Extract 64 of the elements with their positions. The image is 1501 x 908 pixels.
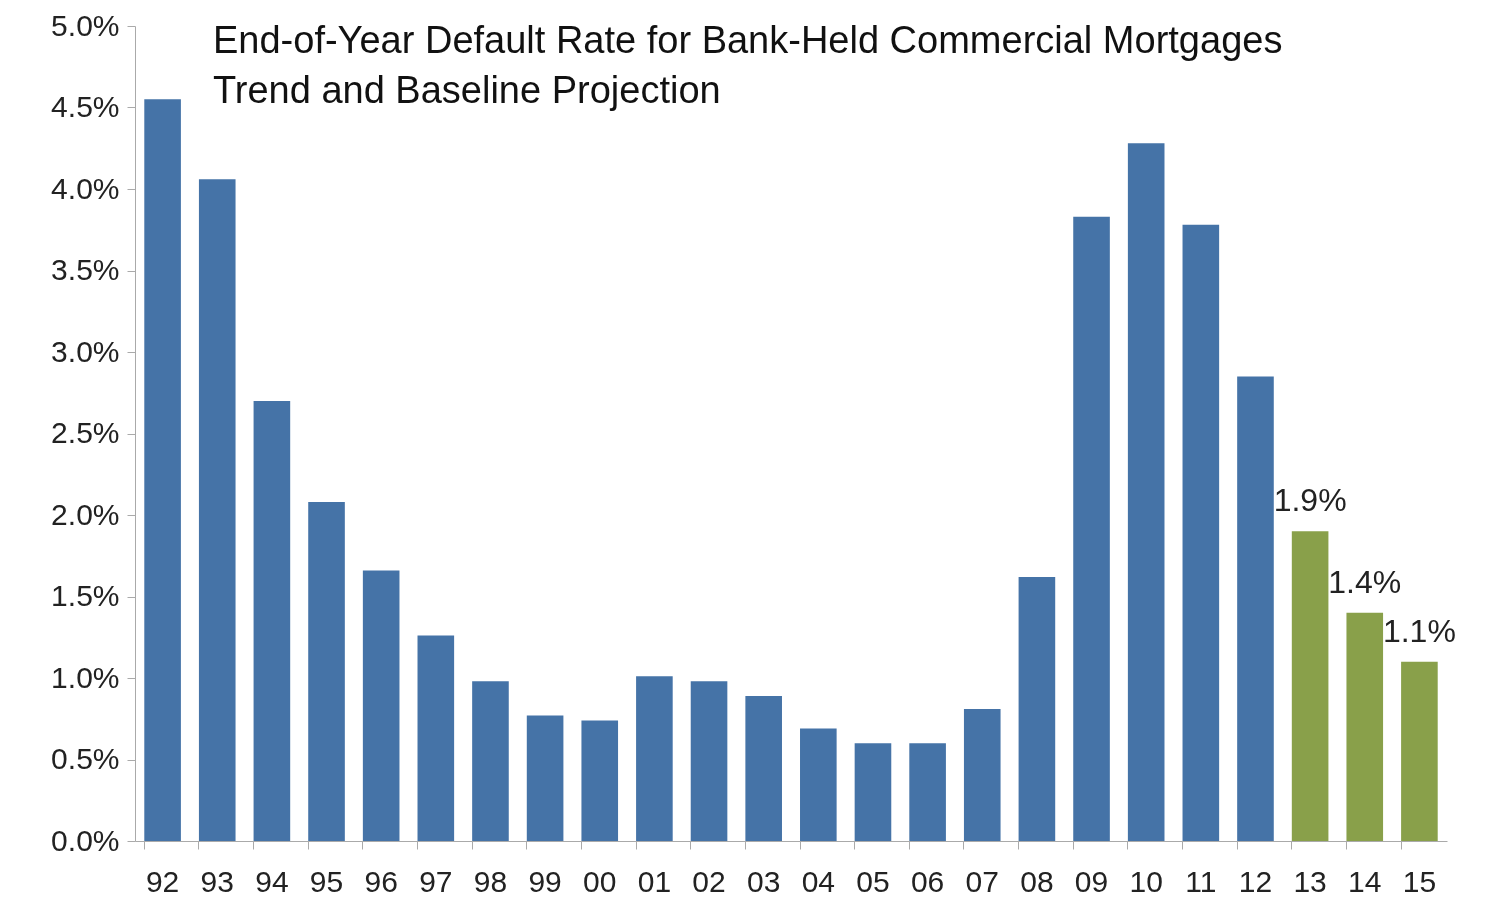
- bar: [308, 501, 345, 841]
- x-tick-label: 02: [692, 864, 726, 898]
- y-tick-label: 2.5%: [51, 416, 120, 449]
- x-tick-label: 11: [1185, 864, 1217, 898]
- bar: [144, 99, 181, 841]
- x-tick-label: 06: [910, 864, 945, 898]
- bar: [1018, 576, 1056, 841]
- x-tick-label: 92: [145, 864, 180, 898]
- x-tick-label: 00: [583, 864, 617, 898]
- bar: [745, 695, 782, 841]
- bar: [690, 681, 728, 841]
- y-tick-label: 0.0%: [51, 823, 120, 857]
- x-tick-label: 12: [1238, 864, 1273, 898]
- data-label: 1.1%: [1382, 612, 1456, 649]
- x-tick-label: 04: [801, 864, 836, 898]
- bar: [909, 743, 946, 841]
- bar: [198, 179, 236, 841]
- bar: [417, 635, 455, 841]
- x-tick-label: 01: [637, 864, 672, 898]
- x-tick-label: 99: [528, 864, 562, 898]
- bar: [1182, 224, 1220, 841]
- x-tick-label: 93: [200, 864, 234, 898]
- y-tick-label: 4.5%: [51, 90, 120, 123]
- text: Trend and Baseline Projection: [213, 69, 721, 111]
- bar: [581, 720, 619, 841]
- x-tick-label: 13: [1293, 864, 1327, 898]
- y-tick-label: 2.0%: [51, 497, 120, 531]
- bar: [1237, 376, 1274, 841]
- bar: [526, 715, 564, 841]
- x-tick-label: 97: [419, 864, 453, 898]
- y-tick-label: 4.0%: [51, 171, 120, 205]
- x-tick-label: 03: [746, 864, 781, 898]
- y-tick-label: 1.5%: [51, 579, 120, 612]
- x-tick-label: 10: [1129, 864, 1163, 898]
- bar: [362, 570, 400, 841]
- y-tick-label: 3.0%: [51, 334, 120, 368]
- x-tick-label: 05: [856, 864, 890, 898]
- y-tick-label: 3.5%: [51, 253, 120, 286]
- bar: [1291, 531, 1329, 841]
- bar: [472, 681, 509, 841]
- data-label: 1.9%: [1273, 482, 1347, 519]
- x-tick-label: 98: [473, 864, 508, 898]
- x-tick-label: 15: [1402, 864, 1437, 898]
- x-tick-label: 95: [309, 864, 344, 898]
- x-tick-label: 14: [1348, 864, 1382, 898]
- y-tick-label: 1.0%: [51, 660, 120, 694]
- x-tick-label: 08: [1020, 864, 1054, 898]
- bar: [1073, 216, 1110, 841]
- bar: [636, 676, 673, 841]
- bar: [1401, 661, 1438, 841]
- y-tick-label: 0.5%: [51, 742, 120, 775]
- bar: [963, 708, 1001, 841]
- bar: [1346, 612, 1384, 841]
- bar: [800, 728, 837, 841]
- bar: [854, 743, 892, 841]
- chart-title: End-of-Year Default Rate for Bank-Held Commercial Mortgages: [213, 19, 1283, 61]
- x-tick-label: 96: [364, 864, 398, 898]
- x-tick-label: 07: [965, 864, 999, 898]
- bar: [1127, 143, 1165, 841]
- x-tick-label: 09: [1074, 864, 1109, 898]
- x-tick-label: 94: [255, 864, 289, 898]
- bar: [253, 400, 291, 841]
- data-label: 1.4%: [1328, 563, 1402, 600]
- y-tick-label: 5.0%: [51, 8, 120, 42]
